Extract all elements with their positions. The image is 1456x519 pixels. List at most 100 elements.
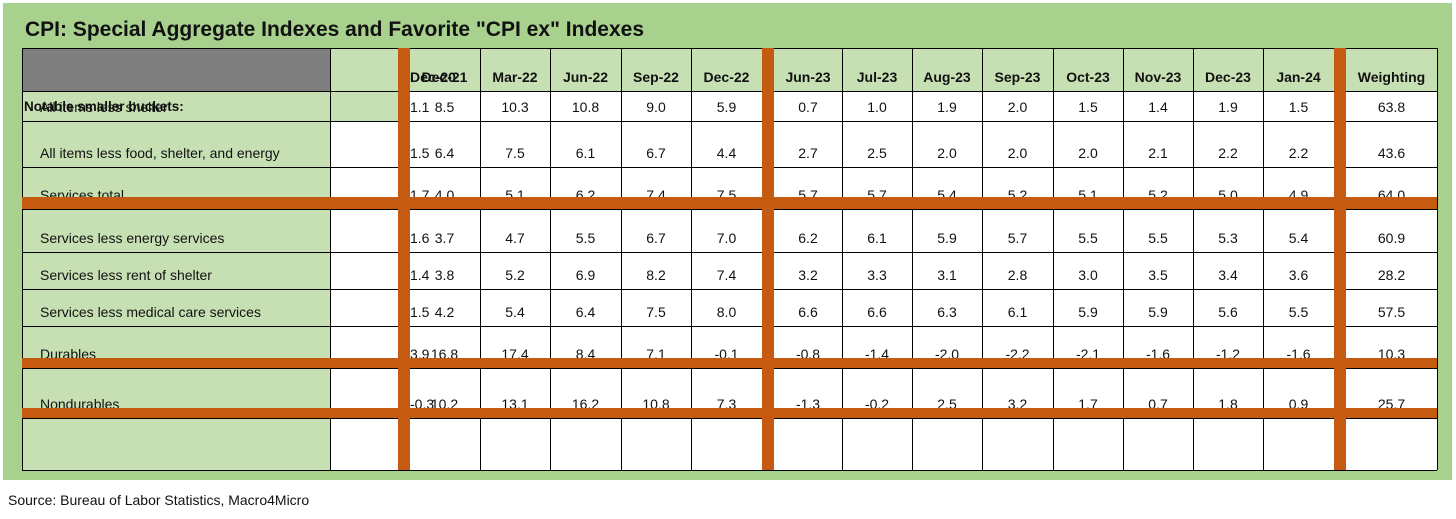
grid-line-v xyxy=(1053,48,1054,470)
row-label: All items less shelter xyxy=(40,99,168,115)
column-header: Jun-23 xyxy=(785,69,831,85)
column-header: Dec-21 xyxy=(421,69,468,85)
grid-line-h xyxy=(22,91,1437,92)
grid-line-h xyxy=(22,326,1437,327)
data-cell: 10.8 xyxy=(571,99,600,115)
cpi-table: Dec-20 Dec-21 Mar-22 Jun-22 Sep-22 Dec-22 Jun-… xyxy=(22,48,1438,471)
grid-line-h xyxy=(22,252,1437,253)
column-header: Sep-22 xyxy=(633,69,679,85)
grid-line-v xyxy=(1123,48,1124,470)
data-cell: 2.0 xyxy=(1007,99,1028,115)
separator-bar-v xyxy=(398,48,410,470)
table-title: CPI: Special Aggregate Indexes and Favor… xyxy=(25,18,645,41)
column-header: Nov-23 xyxy=(1134,69,1182,85)
data-cell: 1.9 xyxy=(937,99,957,115)
data-cell: 10.3 xyxy=(501,99,529,115)
data-cell: 5.5 xyxy=(1078,230,1098,246)
section-label-bg xyxy=(22,91,330,121)
label-cell-bg xyxy=(22,209,330,252)
column-header: Jul-23 xyxy=(856,69,898,85)
row-label: Services less medical care services xyxy=(40,304,261,320)
label-cell-bg xyxy=(22,252,330,289)
grid-line-h xyxy=(22,418,1437,419)
source-note: Source: Bureau of Labor Statistics, Macr… xyxy=(8,492,310,508)
data-cell: 7.5 xyxy=(646,304,666,320)
data-cell: 3.3 xyxy=(867,267,887,283)
data-cell: 3.2 xyxy=(798,267,818,283)
data-cell: 2.5 xyxy=(867,145,887,161)
grid-line-v xyxy=(330,48,331,470)
data-cell: 3.6 xyxy=(1288,267,1309,283)
data-cell: 7.4 xyxy=(716,267,737,283)
data-cell: 5.7 xyxy=(1007,230,1028,246)
data-cell: 6.6 xyxy=(867,304,887,320)
data-cell: 3.5 xyxy=(1148,267,1168,283)
column-header: Sep-23 xyxy=(994,69,1041,85)
data-cell: 3.0 xyxy=(1078,267,1098,283)
grid-line-h xyxy=(22,209,1437,210)
column-header: Oct-23 xyxy=(1066,69,1110,85)
separator-bar-h xyxy=(22,358,1437,368)
data-cell: 5.5 xyxy=(1148,230,1168,246)
column-header: Dec-22 xyxy=(703,69,750,85)
data-cell: 1.6 xyxy=(410,230,430,246)
data-cell: 6.4 xyxy=(434,145,455,161)
data-cell: 8.0 xyxy=(716,304,737,320)
data-cell: 8.2 xyxy=(646,267,666,283)
column-header: Mar-22 xyxy=(492,69,538,85)
data-cell: 4.2 xyxy=(434,304,455,320)
data-cell-bg xyxy=(330,209,1437,252)
data-cell: 3.7 xyxy=(434,230,455,246)
grid-line-v xyxy=(1437,48,1438,470)
column-header: Weighting xyxy=(1357,69,1426,85)
data-cell: 9.0 xyxy=(646,99,666,115)
data-cell: 8.5 xyxy=(434,99,455,115)
grid-line-v xyxy=(842,48,843,470)
data-cell: 6.1 xyxy=(867,230,887,246)
grid-line-h xyxy=(22,48,1437,49)
data-cell: 3.8 xyxy=(434,267,455,283)
data-cell: 6.1 xyxy=(1007,304,1028,320)
row-label: Services less energy services xyxy=(40,230,225,246)
data-cell-bg xyxy=(330,418,1437,470)
data-cell: 5.6 xyxy=(1218,304,1238,320)
header-gray-block xyxy=(22,48,330,91)
grid-line-v xyxy=(480,48,481,470)
data-cell: 1.0 xyxy=(867,99,887,115)
data-cell: 1.5 xyxy=(1288,99,1309,115)
data-cell: 57.5 xyxy=(1377,304,1406,320)
data-cell: 2.2 xyxy=(1288,145,1309,161)
data-cell: 5.5 xyxy=(1288,304,1309,320)
grid-line-h xyxy=(22,121,1437,122)
data-cell: 1.1 xyxy=(410,99,430,115)
data-cell: 5.9 xyxy=(937,230,957,246)
separator-bar-h xyxy=(22,197,1437,209)
data-cell: 6.4 xyxy=(575,304,596,320)
data-cell: 3.1 xyxy=(937,267,957,283)
data-cell: 2.8 xyxy=(1007,267,1028,283)
column-header: Jan-24 xyxy=(1276,69,1321,85)
data-cell: 6.7 xyxy=(646,145,666,161)
label-cell-bg xyxy=(22,289,330,326)
data-cell: 1.5 xyxy=(410,145,430,161)
data-cell: 60.9 xyxy=(1377,230,1406,246)
grid-line-v xyxy=(22,48,23,470)
data-cell: 1.5 xyxy=(410,304,430,320)
data-cell: 43.6 xyxy=(1377,145,1406,161)
data-cell: 4.7 xyxy=(505,230,525,246)
section-label: Notable smaller buckets: xyxy=(24,98,184,114)
data-cell: 5.4 xyxy=(505,304,525,320)
grid-line-v xyxy=(912,48,913,470)
data-cell: 2.2 xyxy=(1218,145,1238,161)
data-cell: 6.6 xyxy=(798,304,818,320)
data-cell: 5.2 xyxy=(505,267,525,283)
data-cell: 5.3 xyxy=(1218,230,1238,246)
data-cell: 2.0 xyxy=(1007,145,1028,161)
data-cell: 6.9 xyxy=(575,267,596,283)
section-bg-left xyxy=(330,91,409,121)
grid-line-h xyxy=(22,368,1437,369)
grid-line-v xyxy=(550,48,551,470)
data-cell: 5.4 xyxy=(1288,230,1309,246)
data-cell: 6.2 xyxy=(798,230,818,246)
data-cell: 5.9 xyxy=(716,99,737,115)
